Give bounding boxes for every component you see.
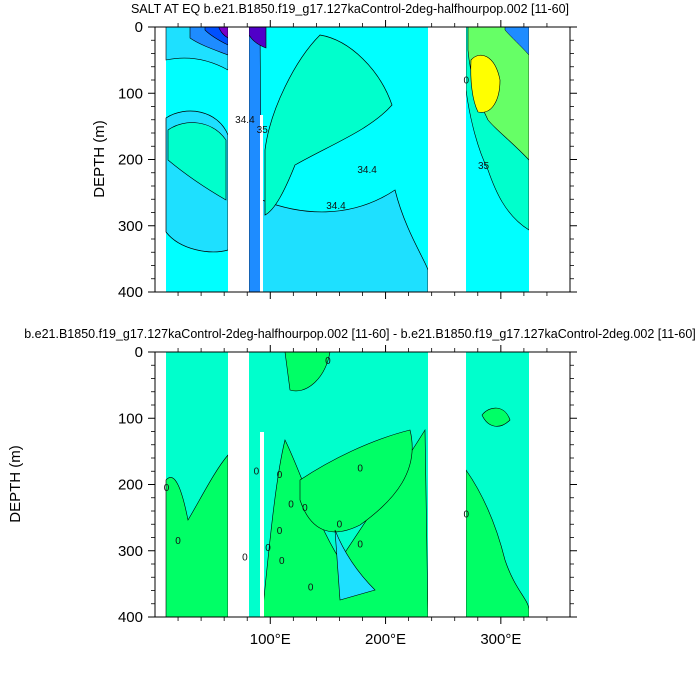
ytick-label: 200 — [118, 477, 143, 494]
ytick-label: 0 — [135, 19, 143, 36]
panel2-ylabel: DEPTH (m) — [7, 445, 24, 523]
panel1-ticks: 0 100 200 300 400 — [118, 19, 577, 301]
ytick-label: 300 — [118, 543, 143, 560]
p1-region-east-top — [504, 27, 530, 56]
panel2-ticks: 0 100 200 300 400 100°E 200°E 300°E — [118, 344, 577, 648]
p2-region-east — [465, 469, 530, 617]
contour-label: 0 — [277, 526, 283, 537]
contour-label: 0 — [288, 500, 294, 511]
ytick-label: 100 — [118, 410, 143, 427]
xtick-label: 100°E — [250, 631, 291, 648]
ytick-label: 200 — [118, 152, 143, 169]
p2-land-4 — [529, 352, 570, 617]
ytick-label: 100 — [118, 85, 143, 102]
p2-land-1 — [228, 352, 249, 617]
contour-label: 0 — [164, 483, 170, 494]
p1-land-2 — [260, 115, 263, 292]
contour-label: 0 — [265, 543, 271, 554]
p1-land-1 — [228, 27, 249, 292]
contour-label: 0 — [242, 553, 248, 564]
ytick-label: 0 — [135, 344, 143, 361]
ytick-label: 300 — [118, 218, 143, 235]
p2-land-3 — [428, 352, 466, 617]
contour-label: 0 — [357, 539, 363, 550]
p1-region-bay-top — [248, 27, 267, 49]
contour-label: 35 — [257, 125, 269, 136]
contour-label: 0 — [308, 583, 314, 594]
contour-label: 0 — [279, 556, 285, 567]
p1-land-3 — [428, 27, 466, 292]
p2-region-east2 — [481, 407, 511, 427]
xtick-label: 300°E — [480, 631, 521, 648]
p1-region-surface-west4 — [218, 27, 229, 39]
p1-region-deep — [261, 189, 429, 292]
p2-region-mid2 — [299, 429, 413, 533]
p2-region-top — [284, 352, 331, 392]
p2-land-2 — [260, 432, 264, 617]
p1-region-tongue — [264, 34, 393, 216]
contour-label: 0 — [463, 75, 469, 86]
p2-region-neg — [334, 529, 376, 601]
contour-label: 0 — [357, 463, 363, 474]
p1-land-4 — [529, 27, 570, 292]
ytick-label: 400 — [118, 609, 143, 626]
contour-label: 0 — [277, 470, 283, 481]
contour-label: 0 — [463, 510, 469, 521]
panel1-ylabel: DEPTH (m) — [91, 120, 108, 198]
p2-region-west — [165, 454, 229, 617]
p1-region-east-max — [470, 55, 501, 113]
contour-label: 0 — [175, 536, 181, 547]
contour-label: 34.4 — [235, 115, 255, 126]
ytick-label: 400 — [118, 284, 143, 301]
panel2-title: b.e21.B1850.f19_g17.127kaControl-2deg-ha… — [24, 327, 696, 341]
contour-label: 35 — [478, 161, 490, 172]
contour-label: 0 — [337, 520, 343, 531]
panel1-title: SALT AT EQ b.e21.B1850.f19_g17.127kaCont… — [131, 2, 569, 16]
contour-label: 0 — [302, 503, 308, 514]
contour-label: 34.4 — [326, 201, 346, 212]
p1-region-west-mid — [167, 122, 227, 201]
contour-label: 0 — [325, 356, 331, 367]
xtick-label: 200°E — [365, 631, 406, 648]
contour-label: 0 — [254, 467, 260, 478]
contour-label: 34.4 — [357, 165, 377, 176]
